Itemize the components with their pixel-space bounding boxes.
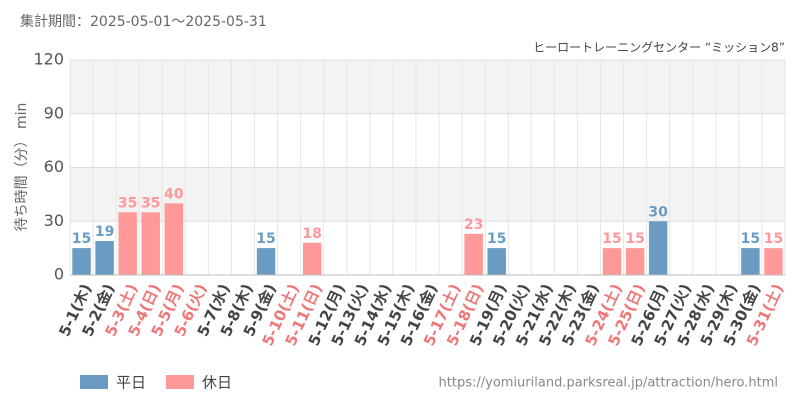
bar: [487, 248, 506, 275]
source-url: https://yomiuriland.parksreal.jp/attract…: [439, 376, 778, 391]
value-label: 15: [72, 231, 91, 247]
y-tick-label: 30: [44, 211, 64, 230]
chart-subtitle: ヒーロートレーニングセンター “ミッション8”: [533, 41, 785, 55]
legend-label: 休日: [202, 374, 232, 392]
value-label: 40: [164, 186, 184, 202]
y-axis-label: 待ち時間（分） min: [14, 103, 30, 232]
bar: [602, 248, 622, 275]
value-label: 35: [141, 195, 160, 211]
value-label: 15: [625, 231, 644, 247]
value-label: 23: [464, 217, 483, 233]
bar: [118, 212, 137, 275]
y-tick-label: 0: [54, 265, 64, 284]
chart-title: 集計期間：2025-05-01～2025-05-31: [20, 13, 267, 30]
value-label: 19: [95, 224, 114, 240]
y-tick-label: 120: [33, 50, 64, 69]
y-tick-label: 60: [44, 157, 64, 176]
bar: [741, 248, 760, 275]
plot-band: [70, 60, 785, 114]
y-tick-label: 90: [44, 103, 64, 122]
bar: [164, 203, 184, 275]
plot-band: [70, 167, 785, 222]
value-label: 15: [487, 231, 506, 247]
bar: [625, 248, 645, 275]
value-label: 15: [741, 231, 760, 247]
legend-swatch: [80, 375, 108, 389]
bar: [141, 212, 160, 275]
bar: [464, 233, 483, 275]
value-label: 15: [256, 231, 275, 247]
value-label: 35: [118, 195, 137, 211]
value-label: 30: [648, 204, 668, 220]
bar: [72, 248, 91, 275]
bar: [764, 248, 783, 275]
bar: [256, 248, 276, 275]
value-label: 18: [302, 226, 321, 242]
legend-label: 平日: [116, 374, 146, 392]
bar: [648, 221, 668, 275]
bar: [302, 242, 322, 275]
value-label: 15: [602, 231, 621, 247]
bar: [95, 240, 114, 275]
value-label: 15: [764, 231, 783, 247]
legend-swatch: [166, 375, 194, 389]
